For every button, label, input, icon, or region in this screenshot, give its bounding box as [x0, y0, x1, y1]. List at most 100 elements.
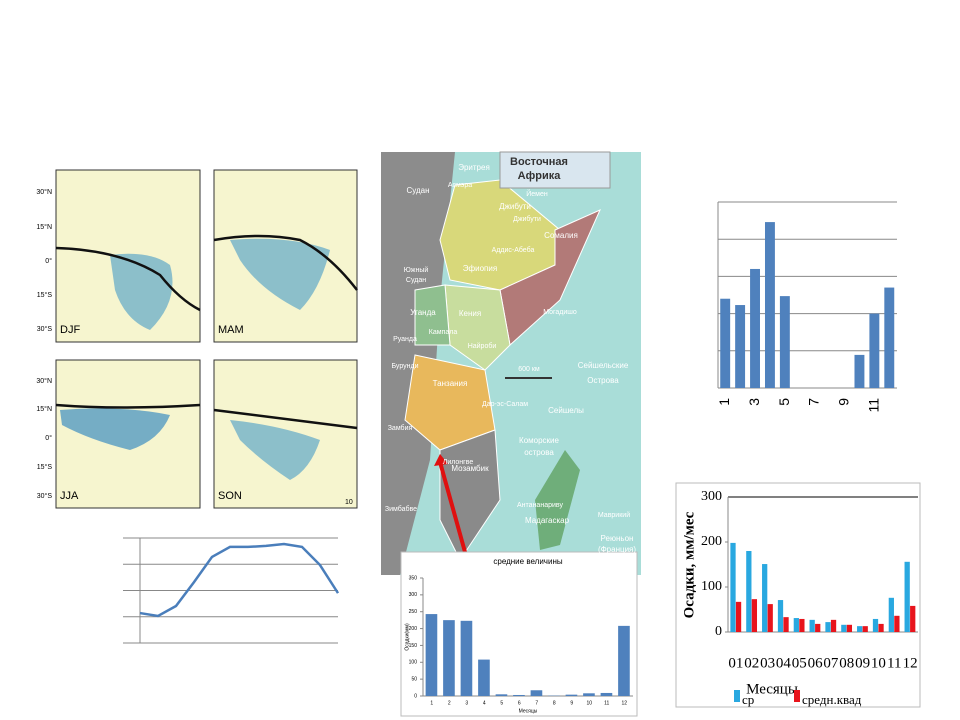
- y-tick-label: 150: [409, 643, 418, 649]
- panel-label: MAM: [218, 324, 244, 336]
- y-tick-label: 350: [409, 575, 418, 581]
- x-tick-label: 6: [518, 700, 521, 706]
- bar: [583, 693, 595, 696]
- x-tick-label: 08: [839, 655, 854, 671]
- map-label: Зимбабве: [385, 505, 417, 513]
- y-tick-label: 0: [715, 624, 722, 639]
- bar: [904, 561, 910, 632]
- bar: [750, 268, 760, 388]
- y-tick-label: 100: [409, 660, 418, 666]
- x-tick-label: 11: [604, 700, 609, 706]
- map-label: Джибути: [513, 215, 541, 223]
- map-label: Сейшелы: [548, 406, 584, 415]
- map-label: Восточная: [510, 156, 568, 168]
- bar: [443, 620, 455, 696]
- chart-frame: [675, 482, 921, 708]
- lat-label: 0°: [45, 434, 52, 442]
- lat-label: 30°S: [37, 325, 53, 333]
- bar: [600, 692, 613, 696]
- bar: [762, 564, 768, 632]
- bar: [841, 624, 847, 632]
- lat-label: 30°S: [37, 492, 53, 500]
- bar: [735, 601, 742, 632]
- itcz-line: [55, 403, 201, 409]
- bar: [460, 620, 473, 696]
- map-label: Антананариву: [517, 502, 563, 509]
- x-tick-label: 06: [808, 655, 824, 671]
- x-tick-label: 9: [835, 398, 851, 406]
- lat-label: 15°N: [36, 223, 52, 231]
- lat-label: 30°N: [36, 188, 52, 196]
- panel-label: SON: [218, 490, 242, 502]
- bar: [809, 619, 815, 632]
- map-label: Судан: [406, 186, 429, 195]
- bar: [767, 604, 773, 632]
- scale-label: 10: [345, 499, 353, 506]
- map-label: Мадагаскар: [525, 516, 570, 525]
- bar: [894, 615, 900, 632]
- map-label: Кампала: [429, 329, 458, 336]
- map-label: Мозамбик: [451, 464, 489, 473]
- map-label: Аддис-Абеба: [492, 246, 535, 254]
- x-tick-label: 7: [806, 398, 822, 406]
- y-tick-label: 300: [701, 489, 722, 504]
- x-tick-label: 02: [744, 655, 759, 671]
- x-tick-label: 3: [465, 700, 468, 706]
- map-label: Эритрея: [458, 163, 490, 172]
- x-tick-label: 8: [553, 700, 556, 706]
- lat-label: 30°N: [36, 377, 52, 385]
- map-label: Могадишо: [543, 309, 577, 316]
- y-tick-label: 200: [701, 534, 722, 549]
- bar: [764, 222, 775, 388]
- y-tick-label: 200: [409, 626, 418, 632]
- map-label: Танзания: [433, 379, 468, 388]
- bar: [793, 618, 799, 632]
- x-tick-label: 4: [483, 700, 486, 706]
- map-label: Дар-эс-Салам: [482, 401, 528, 408]
- itcz-line: [55, 246, 201, 312]
- x-tick-label: 12: [621, 700, 627, 706]
- bar: [854, 354, 865, 388]
- bar: [872, 618, 879, 632]
- x-tick-label: 5: [500, 700, 503, 706]
- bar: [799, 618, 805, 632]
- bar: [884, 287, 895, 388]
- x-tick-label: 10: [586, 700, 592, 706]
- map-title-box: [499, 151, 611, 189]
- map-label: Кения: [459, 309, 481, 318]
- chart-frame: [400, 551, 638, 717]
- bar: [825, 622, 831, 632]
- legend-swatch: [734, 690, 740, 702]
- arrow: [438, 461, 467, 553]
- x-tick-label: 1: [430, 700, 433, 706]
- map-label: 600 км: [518, 366, 540, 373]
- map-label: Лилонгве: [443, 459, 474, 466]
- y-tick-label: 250: [409, 609, 418, 615]
- bar: [425, 614, 438, 696]
- x-tick-label: 1: [716, 398, 732, 406]
- bar: [888, 597, 894, 632]
- y-tick-label: 100: [701, 579, 722, 594]
- legend-label: ср: [742, 692, 754, 707]
- bar: [478, 659, 490, 696]
- y-axis-label: Осадки, мм/мес: [681, 511, 697, 618]
- x-tick-label: 3: [746, 398, 762, 406]
- panel-label: JJA: [60, 490, 79, 502]
- rain-area: [230, 420, 320, 480]
- bar: [530, 690, 543, 696]
- x-tick-label: 9: [570, 700, 573, 706]
- itcz-line: [213, 408, 358, 430]
- x-tick-label: 11: [887, 655, 901, 671]
- map-label: Джибути: [499, 202, 531, 211]
- bar: [720, 298, 731, 388]
- map-label: Судан: [406, 277, 426, 284]
- bar: [730, 542, 736, 632]
- panel-label: DJF: [60, 324, 80, 336]
- map-label: Уганда: [410, 308, 436, 317]
- chart-title: средние величины: [493, 557, 562, 566]
- east-africa-map: [381, 151, 641, 575]
- x-tick-label: 01: [728, 655, 743, 671]
- legend-label: средн.квад: [802, 692, 862, 707]
- lat-label: 0°: [45, 257, 52, 265]
